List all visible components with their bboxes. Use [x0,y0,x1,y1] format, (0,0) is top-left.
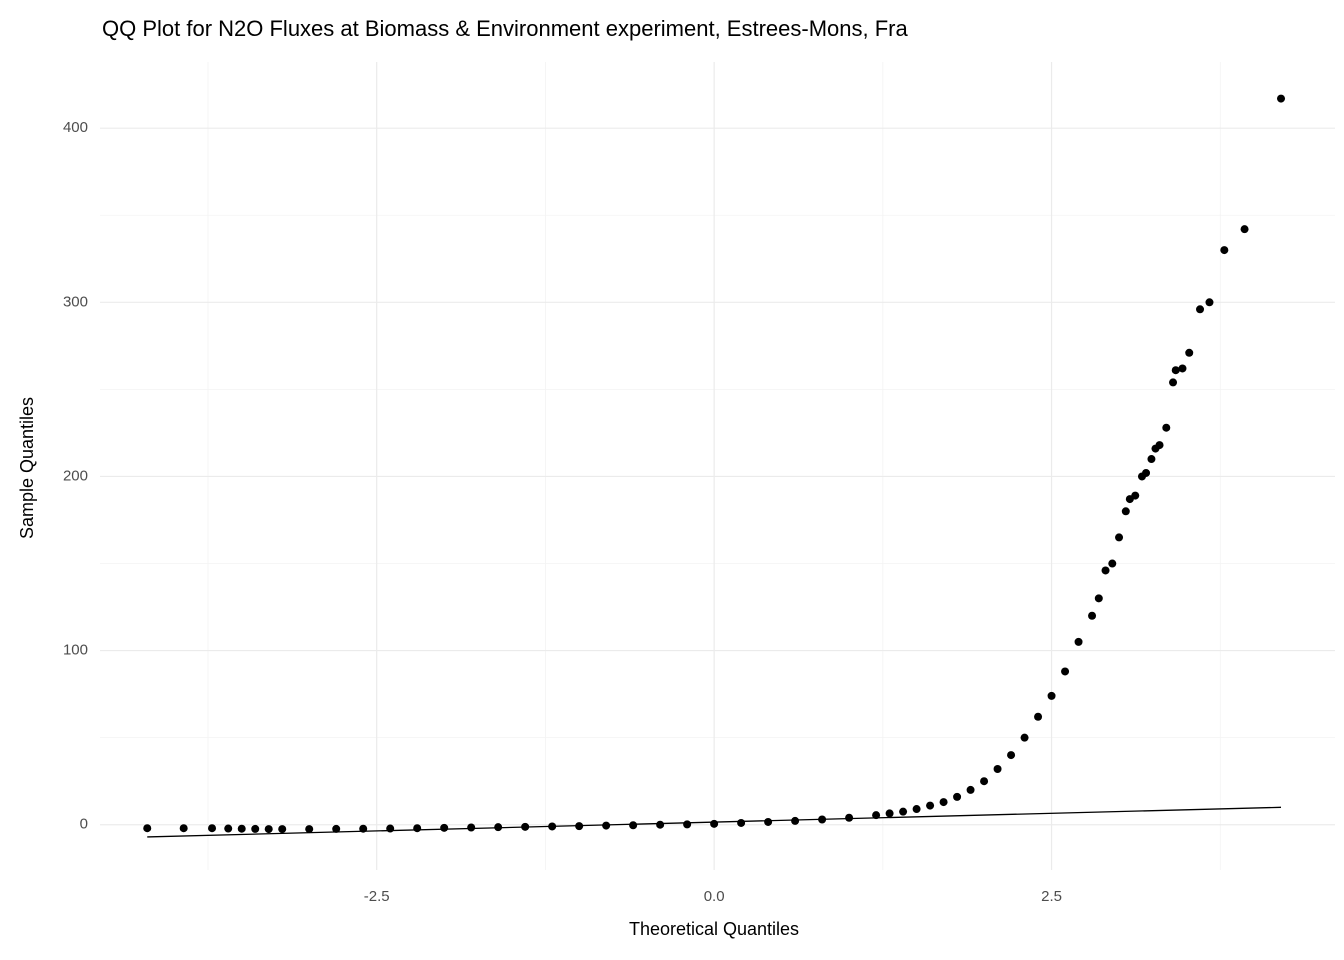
point [278,825,287,834]
point [208,824,217,833]
point [1034,712,1043,721]
point [1142,468,1151,477]
reference-line [147,806,1282,838]
point [1074,637,1083,646]
point [179,824,188,833]
point [1196,305,1205,314]
point [980,777,989,786]
point [251,824,260,833]
point [1094,594,1103,603]
point [737,818,746,827]
point [791,816,800,825]
y-tick-label: 100 [63,642,88,659]
y-tick-label: 0 [80,816,88,833]
point [1047,691,1056,700]
point [264,825,273,834]
point [629,821,638,830]
point [332,824,341,833]
point [885,809,894,818]
point [1240,225,1249,234]
point [845,813,854,822]
point [710,819,719,828]
y-axis-title: Sample Quantiles [17,397,37,539]
point [467,823,476,832]
point [440,823,449,832]
x-tick-label: -2.5 [364,888,390,905]
point [1162,423,1171,432]
point [386,824,395,833]
point [1178,364,1187,373]
point [966,785,975,794]
point [1061,667,1070,676]
point [656,820,665,829]
point [1108,559,1117,568]
point [143,824,152,833]
point [602,821,611,830]
point [1131,491,1140,500]
point [305,825,314,834]
point [1147,455,1156,464]
point [1171,366,1180,375]
point [1007,751,1016,760]
point [224,824,233,833]
point [683,820,692,829]
point [953,792,962,801]
point [872,811,881,820]
point [1169,378,1178,387]
point [764,817,773,826]
point [1185,348,1194,357]
point [1088,611,1097,620]
point [237,824,246,833]
grid [100,62,1335,870]
point [1101,566,1110,575]
point [1115,533,1124,542]
point [912,805,921,814]
point [413,824,422,833]
point [939,798,948,807]
point [1155,441,1164,450]
point [1277,94,1286,103]
chart-title: QQ Plot for N2O Fluxes at Biomass & Envi… [102,16,908,41]
point [1220,246,1229,255]
x-axis-title: Theoretical Quantiles [629,919,799,939]
point [899,807,908,816]
y-tick-label: 400 [63,119,88,136]
y-tick-label: 200 [63,467,88,484]
point [926,801,935,810]
point [1205,298,1214,307]
x-tick-label: 0.0 [704,888,725,905]
point [993,765,1002,773]
point [1020,733,1029,742]
point [1121,507,1130,516]
y-tick-label: 300 [63,293,88,310]
x-tick-label: 2.5 [1041,888,1062,905]
